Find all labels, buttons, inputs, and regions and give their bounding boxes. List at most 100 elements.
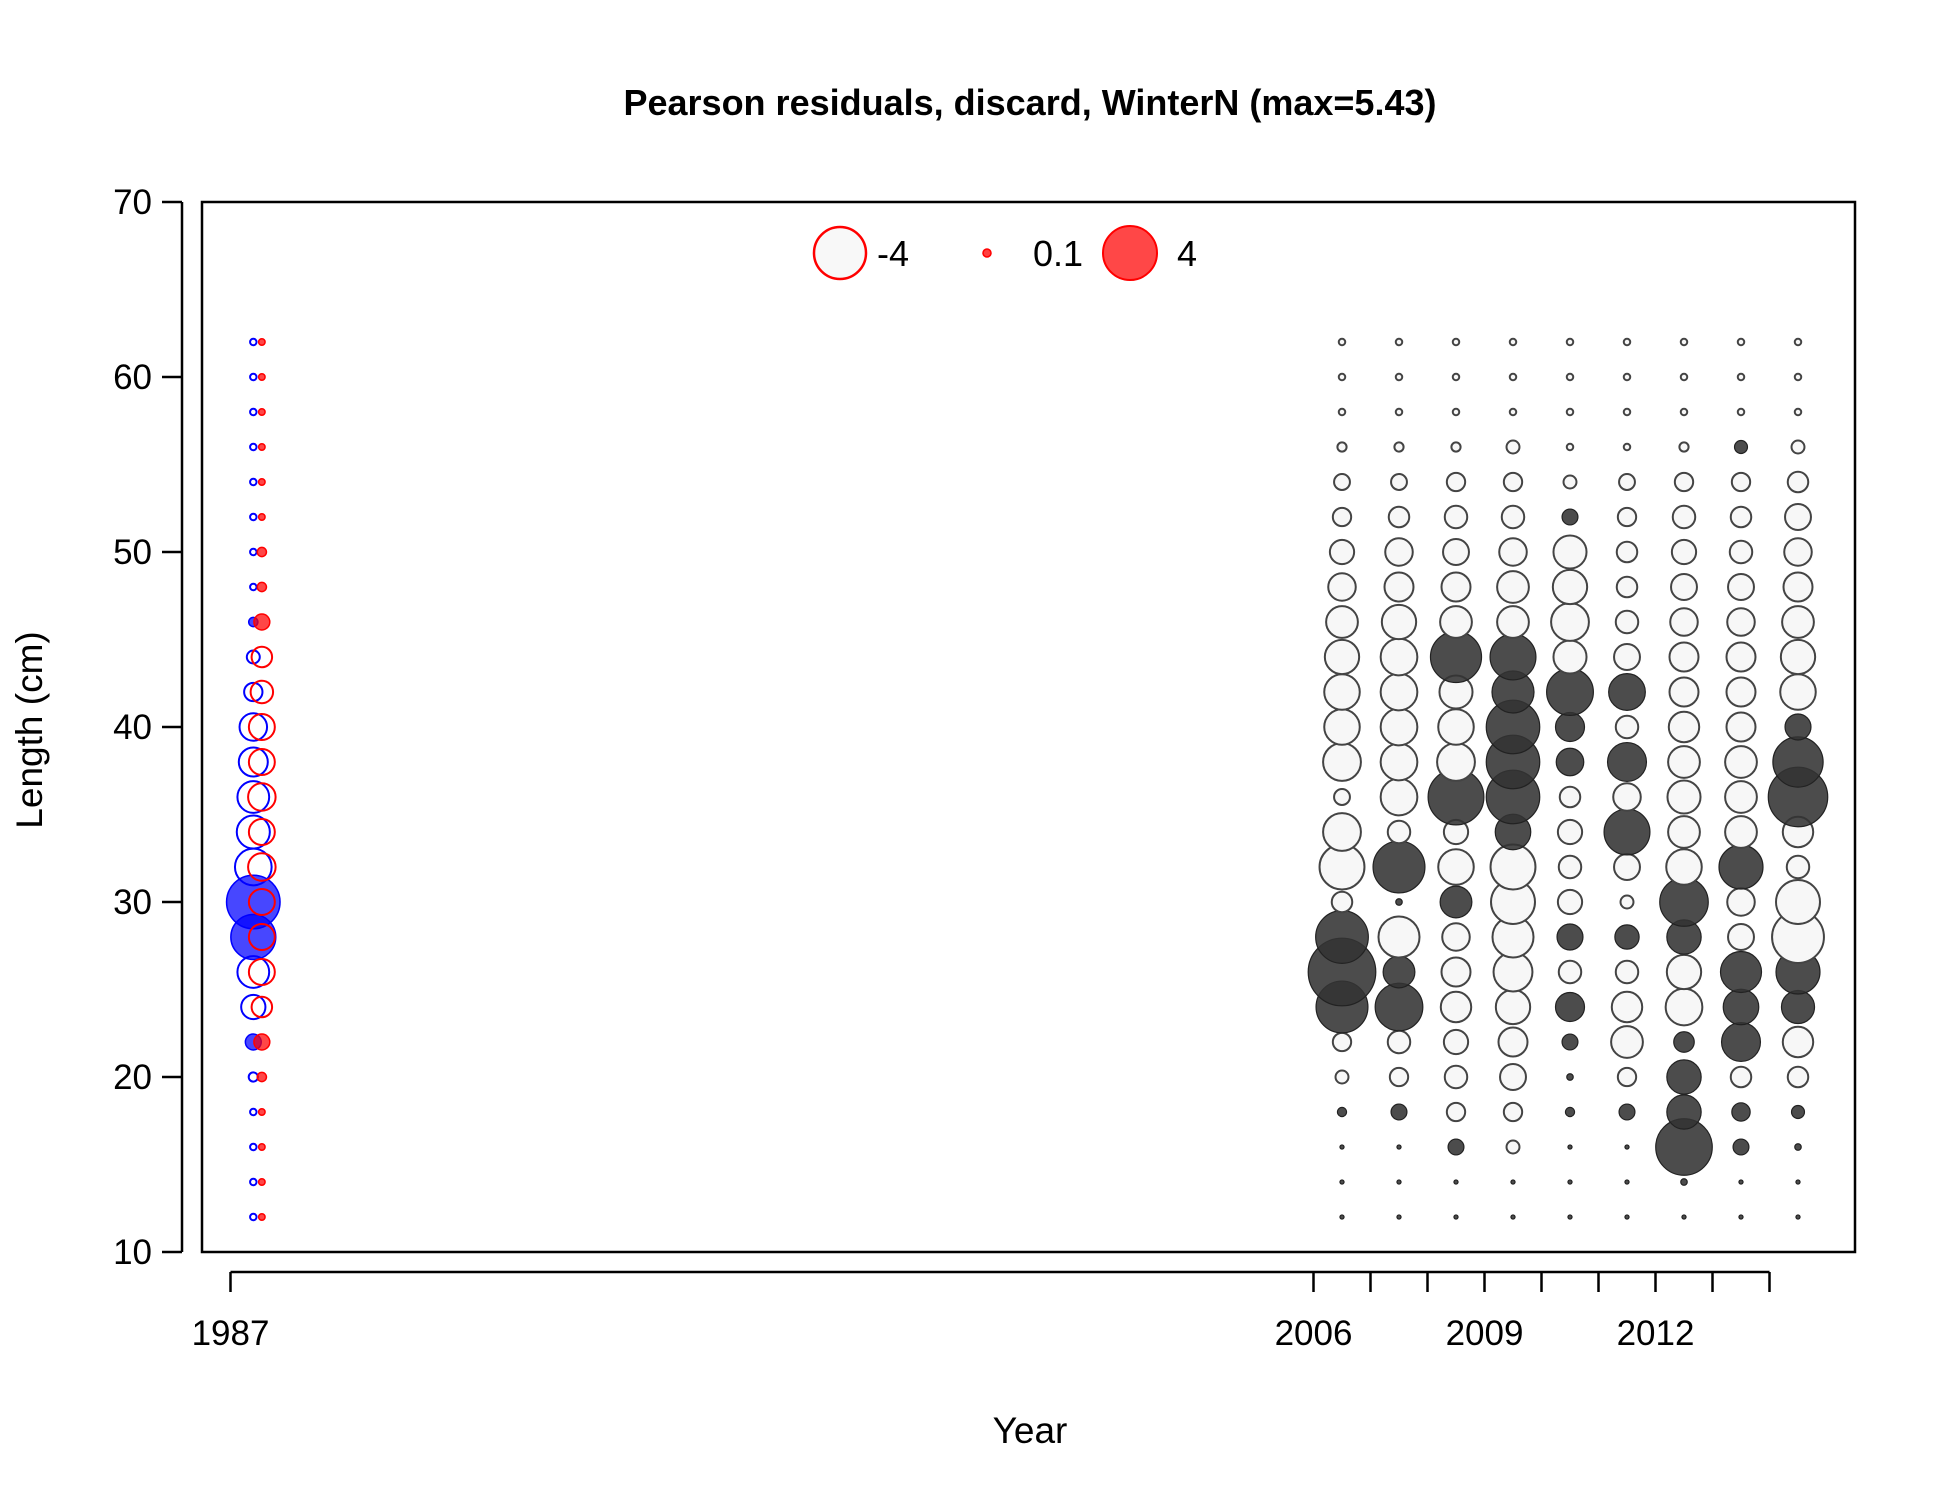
bubble-point	[1386, 819, 1412, 845]
bubble-point	[1327, 572, 1357, 602]
bubble-point	[249, 1107, 258, 1117]
bubble-point	[1499, 1063, 1527, 1091]
bubble-point	[1429, 630, 1483, 684]
legend-marker-0-1	[982, 248, 992, 258]
bubble-point	[1561, 1033, 1579, 1051]
bubble-point	[1323, 708, 1361, 746]
bubble-point	[1613, 643, 1641, 671]
bubble-point	[1322, 742, 1362, 782]
bubble-point	[1510, 1214, 1516, 1220]
bubble-point	[1781, 1025, 1815, 1059]
legend-label-neg4: -4	[877, 233, 909, 274]
bubble-point	[1795, 1214, 1801, 1220]
bubble-point	[257, 443, 266, 451]
x-tick-label: 2006	[1275, 1314, 1353, 1353]
bubble-point	[225, 874, 281, 930]
bubble-point	[1497, 1026, 1529, 1058]
bubble-point	[1612, 782, 1642, 812]
bubble-point	[1668, 676, 1700, 708]
bubble-point	[1557, 959, 1583, 985]
bubble-point	[249, 512, 258, 522]
bubble-point	[1379, 777, 1419, 817]
bubble-layer	[225, 337, 1829, 1222]
bubble-point	[240, 993, 267, 1021]
bubble-point	[1443, 504, 1469, 530]
bubble-point	[1396, 1144, 1402, 1150]
bubble-point	[249, 679, 275, 705]
bubble-point	[1613, 853, 1641, 881]
bubble-point	[1785, 854, 1811, 880]
bubble-point	[249, 582, 258, 592]
bubble-point	[1725, 711, 1757, 743]
bubble-point	[1724, 745, 1758, 779]
bubble-point	[1388, 1066, 1410, 1088]
bubble-point	[1614, 714, 1640, 740]
bubble-point	[1443, 1064, 1469, 1090]
bubble-point	[1624, 1179, 1630, 1185]
bubble-point	[1622, 442, 1632, 452]
bubble-point	[1325, 605, 1359, 639]
bubble-point	[1725, 641, 1757, 673]
y-tick-label: 10	[113, 1233, 152, 1272]
y-axis: 10 20 30 40 50 60 70	[113, 183, 184, 1272]
legend-label-0-1: 0.1	[1033, 233, 1083, 274]
bubble-point	[1622, 337, 1632, 347]
bubble-point	[237, 746, 269, 778]
bubble-point	[1673, 471, 1695, 493]
bubble-point	[247, 782, 277, 812]
bubble-point	[1784, 503, 1812, 531]
bubble-point	[1396, 1179, 1402, 1185]
bubble-point	[238, 712, 269, 742]
bubble-point	[235, 814, 271, 850]
y-tick-label: 20	[113, 1058, 152, 1097]
bubble-point	[249, 1142, 258, 1152]
bubble-point	[1622, 372, 1632, 382]
bubble-point	[1664, 987, 1704, 1027]
bubble-point	[1562, 474, 1578, 490]
bubble-point	[1328, 538, 1356, 566]
bubble-point	[1390, 1103, 1408, 1121]
bubble-point	[249, 1212, 258, 1222]
bubble-point	[1726, 887, 1756, 917]
bubble-point	[1441, 922, 1471, 952]
bubble-point	[1330, 890, 1354, 914]
y-tick-label: 40	[113, 708, 152, 747]
bubble-point	[257, 478, 266, 486]
bubble-point	[1451, 407, 1461, 417]
bubble-point	[1552, 534, 1588, 570]
bubble-point	[1727, 573, 1755, 601]
bubble-point	[1730, 471, 1752, 493]
bubble-point	[1439, 885, 1473, 919]
bubble-point	[1336, 1106, 1348, 1118]
bubble-point	[1666, 779, 1702, 815]
bubble-point	[1622, 407, 1632, 417]
bubble-point	[1786, 470, 1810, 494]
bubble-point	[1437, 708, 1475, 746]
bubble-point	[1790, 1104, 1806, 1120]
bubble-point	[1436, 742, 1476, 782]
legend-label-4: 4	[1177, 233, 1197, 274]
bubble-point	[1725, 676, 1757, 708]
bubble-point	[1670, 573, 1698, 601]
bubble-point	[1618, 1103, 1636, 1121]
bubble-point	[257, 1178, 266, 1186]
bubble-point	[1738, 1179, 1744, 1185]
bubble-point	[1681, 1214, 1687, 1220]
bubble-point	[1668, 641, 1700, 673]
legend-marker-4	[1102, 225, 1158, 281]
bubble-point	[1616, 1066, 1638, 1088]
bubble-point	[1728, 539, 1754, 565]
bubble-point	[1339, 1144, 1345, 1150]
bubble-point	[1558, 785, 1582, 809]
bubble-point	[1323, 673, 1361, 711]
bubble-point	[1390, 473, 1408, 491]
bubble-point	[1726, 607, 1756, 637]
bubble-point	[1780, 989, 1816, 1025]
x-axis-title: Year	[993, 1410, 1068, 1451]
bubble-point	[1667, 745, 1701, 779]
bubble-point	[1442, 1028, 1470, 1056]
bubble-point	[1494, 988, 1532, 1026]
bubble-point	[1731, 1102, 1751, 1122]
bubble-point	[1606, 741, 1648, 783]
bubble-point	[1387, 505, 1411, 529]
